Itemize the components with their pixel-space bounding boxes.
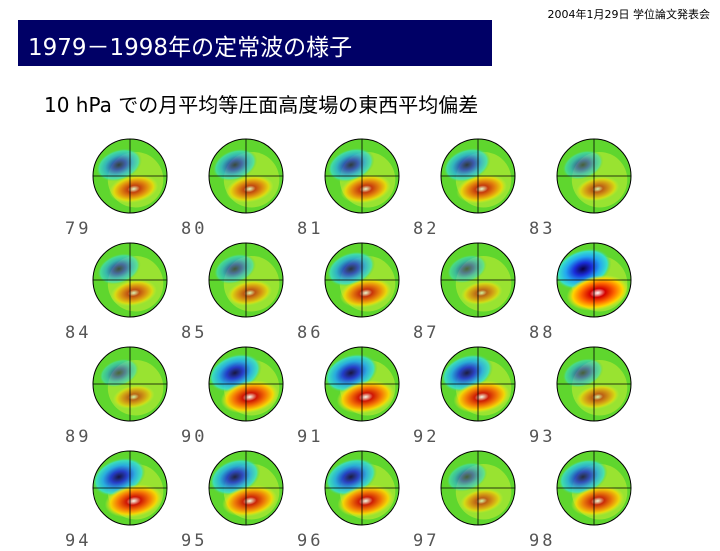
polar-map-89 [92,346,168,422]
polar-map-93 [556,346,632,422]
year-label-97: 97 [413,531,440,551]
year-label-89: 89 [65,427,92,447]
polar-maps-svg [92,138,632,526]
polar-map-97 [440,450,516,526]
year-label-83: 83 [529,219,556,239]
polar-map-96 [324,450,400,526]
polar-map-95 [208,450,284,526]
year-label-82: 82 [413,219,440,239]
year-label-88: 88 [529,323,556,343]
year-label-95: 95 [181,531,208,551]
year-label-93: 93 [529,427,556,447]
year-label-79: 79 [65,219,92,239]
polar-map-87 [440,242,516,318]
polar-map-98 [556,450,632,526]
title-bar [18,20,492,66]
year-label-90: 90 [181,427,208,447]
polar-map-82 [440,138,516,214]
slide-subtitle: 10 hPa での月平均等圧面高度場の東西平均偏差 [44,93,479,117]
polar-map-80 [208,138,284,214]
year-label-92: 92 [413,427,440,447]
polar-map-85 [208,242,284,318]
polar-map-86 [324,242,400,318]
year-label-80: 80 [181,219,208,239]
year-label-94: 94 [65,531,92,551]
year-label-84: 84 [65,323,92,343]
polar-map-79 [92,138,168,214]
polar-map-83 [556,138,632,214]
year-label-96: 96 [297,531,324,551]
polar-map-81 [324,138,400,214]
polar-map-94 [92,450,168,526]
year-label-91: 91 [297,427,324,447]
year-label-86: 86 [297,323,324,343]
year-label-81: 81 [297,219,324,239]
polar-map-88 [556,242,632,318]
year-label-85: 85 [181,323,208,343]
polar-map-90 [208,346,284,422]
presentation-date: 2004年1月29日 学位論文発表会 [547,8,711,21]
polar-maps-panel: 79 80 81 82 83 84 85 86 87 88 89 90 91 92 93 94 95 96 97 98 [65,124,648,551]
slide-title: 1979－1998年の定常波の様子 [28,35,353,61]
polar-map-91 [324,346,400,422]
polar-map-92 [440,346,516,422]
year-label-98: 98 [529,531,556,551]
polar-map-84 [92,242,168,318]
year-label-87: 87 [413,323,440,343]
